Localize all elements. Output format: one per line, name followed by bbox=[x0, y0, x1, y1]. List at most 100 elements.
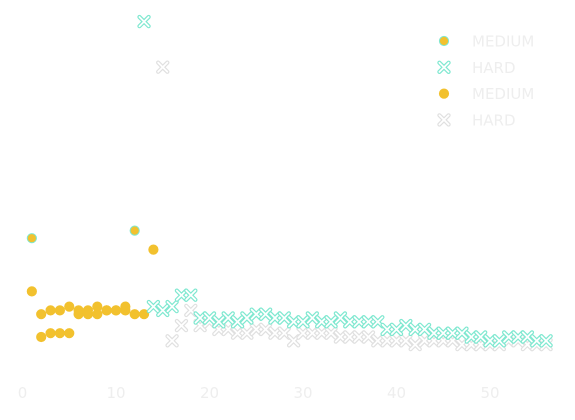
data-point-s3-22 bbox=[361, 330, 376, 344]
data-point-s1-2 bbox=[156, 303, 170, 318]
series-0 bbox=[26, 225, 140, 244]
x-tick-label: 30 bbox=[293, 384, 312, 402]
x-tick-label: 10 bbox=[106, 384, 125, 402]
data-point-s1-13 bbox=[258, 307, 273, 321]
legend-marker-0 bbox=[438, 35, 450, 47]
data-point-s1-17 bbox=[296, 315, 310, 329]
data-point-s3-11 bbox=[258, 322, 273, 337]
x-axis: 0 10 20 30 40 50 bbox=[18, 384, 500, 402]
data-point-s0-1 bbox=[129, 225, 140, 236]
data-point-s1-1 bbox=[146, 299, 161, 314]
data-point-s1-7 bbox=[202, 311, 217, 325]
data-point-s1-37 bbox=[483, 334, 497, 348]
data-point-s3-20 bbox=[343, 330, 357, 344]
data-point-s2-15 bbox=[45, 328, 56, 339]
data-point-s2-20 bbox=[92, 309, 103, 320]
data-point-s1-10 bbox=[230, 315, 245, 329]
data-point-s2-17 bbox=[64, 328, 75, 339]
data-point-s2-21 bbox=[101, 305, 112, 316]
data-point-s1-18 bbox=[305, 311, 320, 325]
data-point-s1-36 bbox=[473, 330, 488, 344]
data-point-s2-22 bbox=[110, 305, 122, 316]
legend: MEDIUM HARD MEDIUM HARD bbox=[437, 33, 534, 129]
data-point-s3-10 bbox=[249, 322, 263, 337]
data-point-s2-1 bbox=[36, 309, 47, 320]
data-point-s2-19 bbox=[82, 309, 94, 320]
series-3 bbox=[156, 60, 553, 352]
x-tick-label: 20 bbox=[200, 384, 219, 402]
data-point-s3-21 bbox=[352, 330, 366, 344]
data-point-s1-22 bbox=[343, 315, 357, 329]
data-point-s1-28 bbox=[399, 318, 413, 333]
data-point-s3-9 bbox=[240, 326, 254, 340]
data-point-s1-35 bbox=[464, 330, 478, 344]
data-point-s2-2 bbox=[45, 305, 56, 316]
data-point-s1-30 bbox=[417, 322, 432, 337]
data-point-s1-3 bbox=[165, 299, 179, 314]
data-point-s3-27 bbox=[408, 337, 422, 352]
data-point-s1-31 bbox=[427, 326, 441, 340]
series-1 bbox=[137, 14, 553, 348]
data-point-s1-16 bbox=[286, 315, 301, 329]
data-point-s2-12 bbox=[138, 309, 150, 320]
data-point-s1-29 bbox=[408, 322, 422, 337]
data-point-s1-42 bbox=[530, 334, 544, 348]
data-point-s2-16 bbox=[54, 328, 66, 339]
data-point-s3-26 bbox=[399, 334, 413, 348]
data-point-s1-4 bbox=[174, 288, 189, 302]
data-point-s1-8 bbox=[212, 315, 226, 329]
data-point-s1-21 bbox=[333, 311, 348, 325]
data-point-s3-23 bbox=[371, 334, 385, 348]
data-point-s3-16 bbox=[305, 326, 320, 340]
data-point-s3-18 bbox=[324, 326, 338, 340]
data-point-s1-40 bbox=[511, 330, 525, 344]
data-point-s1-14 bbox=[268, 311, 282, 325]
data-point-s1-5 bbox=[184, 288, 198, 302]
data-point-s1-38 bbox=[492, 334, 507, 348]
legend-marker-3 bbox=[437, 113, 451, 127]
data-point-s3-0 bbox=[156, 60, 170, 74]
data-point-s1-6 bbox=[193, 311, 207, 325]
series-2 bbox=[26, 244, 159, 343]
data-point-s3-2 bbox=[174, 318, 189, 333]
data-point-s2-0 bbox=[26, 286, 37, 297]
data-point-s1-19 bbox=[315, 315, 329, 329]
data-point-s1-12 bbox=[249, 307, 263, 321]
legend-label: HARD bbox=[472, 59, 516, 77]
data-point-s1-9 bbox=[221, 311, 235, 325]
legend-label: MEDIUM bbox=[472, 85, 534, 103]
legend-label: HARD bbox=[472, 111, 516, 129]
data-point-s1-27 bbox=[389, 322, 404, 337]
data-point-s1-26 bbox=[380, 322, 394, 337]
data-point-s1-32 bbox=[436, 326, 450, 340]
data-point-s1-39 bbox=[502, 330, 516, 344]
data-point-s2-14 bbox=[36, 331, 47, 343]
data-point-s1-23 bbox=[352, 315, 366, 329]
data-point-s2-23 bbox=[120, 301, 131, 312]
data-point-s2-3 bbox=[54, 305, 66, 316]
data-point-s2-13 bbox=[148, 244, 159, 255]
data-point-s3-19 bbox=[333, 330, 348, 344]
data-point-s1-0 bbox=[137, 14, 151, 29]
x-tick-label: 40 bbox=[387, 384, 406, 402]
data-point-s0-0 bbox=[26, 233, 37, 244]
legend-marker-2 bbox=[438, 88, 450, 99]
data-point-s1-11 bbox=[240, 311, 254, 325]
data-point-s3-12 bbox=[268, 326, 282, 340]
plot-area bbox=[26, 14, 553, 352]
data-point-s1-15 bbox=[277, 311, 291, 325]
data-point-s2-11 bbox=[129, 309, 140, 320]
legend-marker-1 bbox=[437, 60, 451, 75]
data-point-s1-41 bbox=[520, 330, 535, 344]
data-point-s3-25 bbox=[389, 334, 404, 348]
data-point-s3-8 bbox=[230, 326, 245, 340]
data-point-s1-24 bbox=[361, 315, 376, 329]
x-tick-label: 0 bbox=[18, 384, 28, 402]
data-point-s1-20 bbox=[324, 315, 338, 329]
data-point-s2-18 bbox=[73, 309, 84, 320]
data-point-s3-15 bbox=[296, 326, 310, 340]
data-point-s1-34 bbox=[455, 326, 469, 340]
data-point-s3-17 bbox=[315, 326, 329, 340]
data-point-s3-1 bbox=[165, 334, 179, 348]
